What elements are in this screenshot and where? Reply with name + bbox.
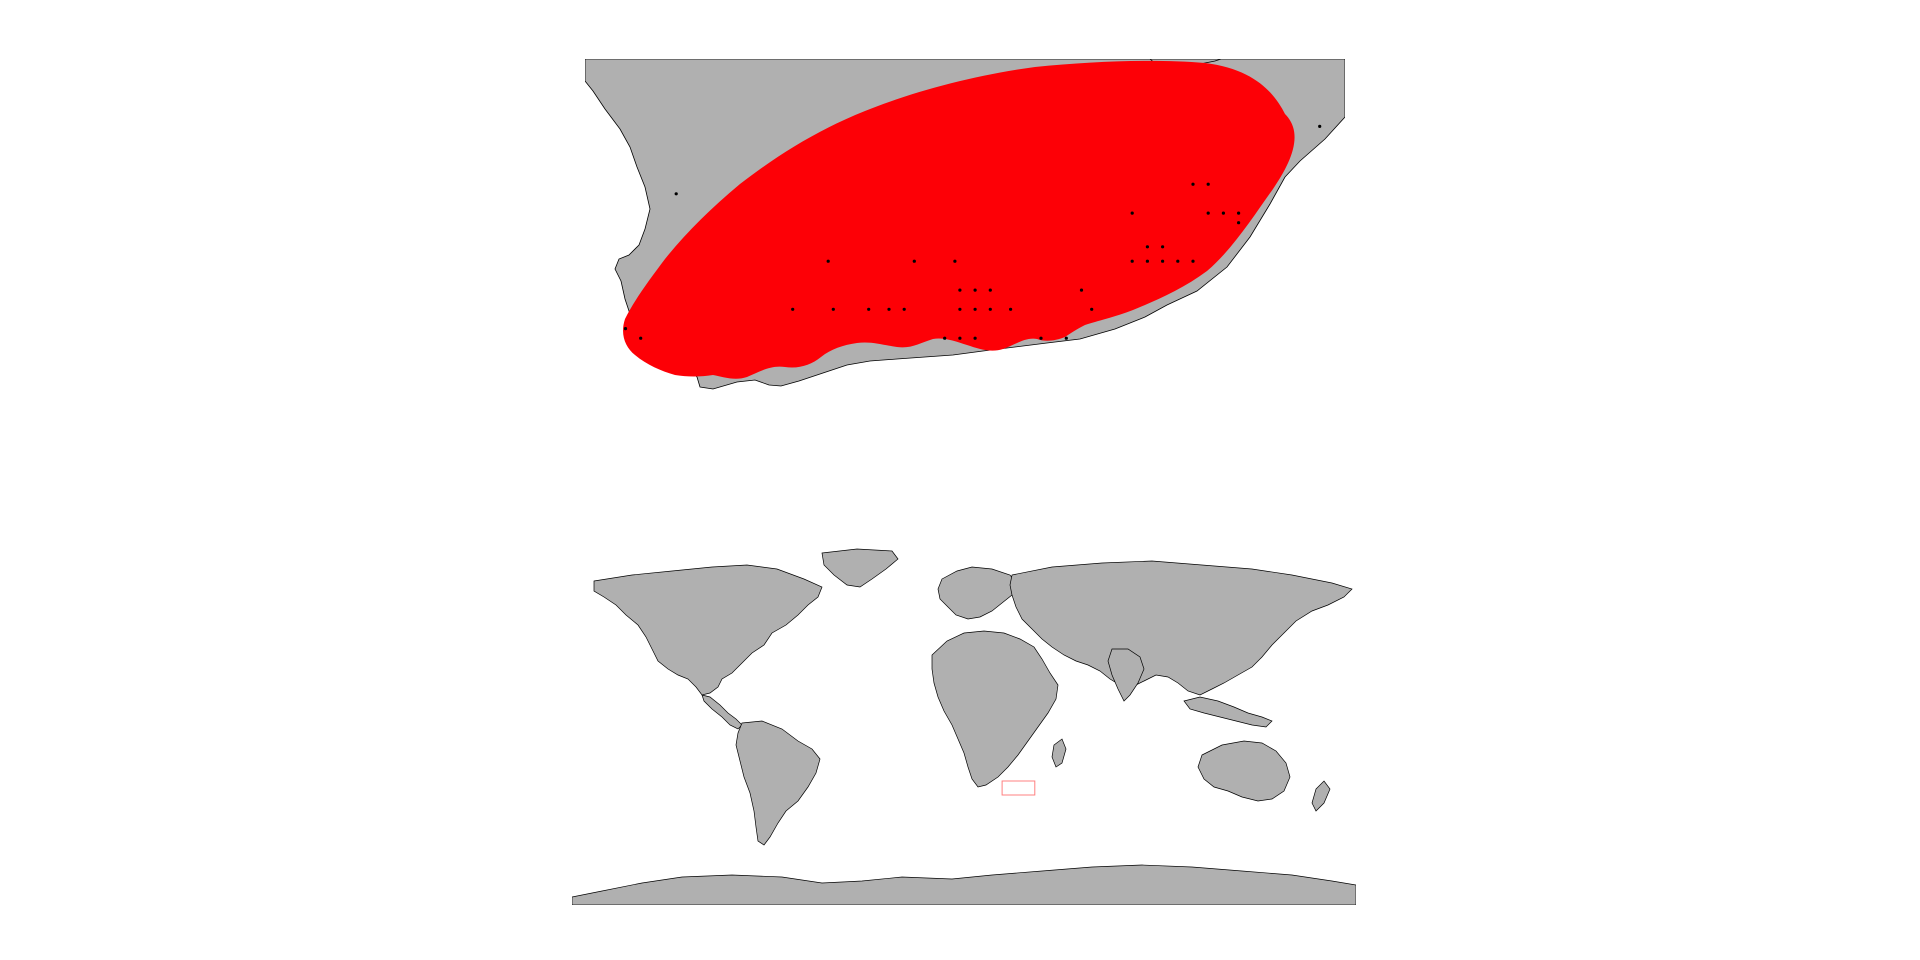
occurrence-point [912,259,916,263]
occurrence-point [867,307,871,311]
occurrence-point [1237,211,1241,215]
occurrence-point [1176,259,1180,263]
occurrence-point [1161,245,1165,249]
occurrence-point [674,192,678,196]
europe-landmass [937,566,1019,620]
occurrence-point [1191,259,1195,263]
detail-range-map [585,59,1345,396]
south-america-landmass [735,720,821,846]
detail-range-map-canvas [585,59,1345,390]
occurrence-point [958,307,962,311]
occurrence-point [1064,336,1068,340]
africa-landmass [931,630,1059,788]
australia-landmass [1197,740,1291,802]
detail-extent-box [1001,780,1036,796]
occurrence-point [1145,259,1149,263]
occurrence-point [1130,211,1134,215]
occurrence-point [988,288,992,292]
occurrence-point [623,327,628,331]
occurrence-point [973,288,977,292]
occurrence-point [1237,221,1241,225]
central-america-landmass [701,694,743,730]
occurrence-points [623,124,1322,340]
species-range-polygon [623,60,1295,379]
occurrence-point [973,307,977,311]
greenland-landmass [821,548,899,588]
madagascar-landmass [1051,738,1067,768]
occurrence-point [1039,336,1043,340]
occurrence-point [958,336,962,340]
occurrence-point [1221,211,1225,215]
new-zealand-landmass [1311,780,1331,812]
occurrence-point [1206,182,1210,186]
occurrence-point [887,307,891,311]
occurrence-point [953,259,957,263]
occurrence-point [1090,307,1094,311]
occurrence-point [1318,124,1322,128]
occurrence-point [1145,245,1149,249]
antarctica-landmass [572,864,1356,905]
world-overview-map [572,545,1356,905]
occurrence-point [902,307,906,311]
occurrence-point [791,307,795,311]
occurrence-point [1191,182,1195,186]
southeast-asia-islands [1183,696,1273,728]
occurrence-point [958,288,962,292]
occurrence-point [943,336,947,340]
occurrence-point [1079,288,1084,292]
occurrence-point [1009,307,1013,311]
occurrence-point [988,307,992,311]
occurrence-point [826,259,830,263]
occurrence-point [1161,259,1165,263]
world-overview-map-canvas [572,548,1356,905]
occurrence-point [639,336,643,340]
india-landmass [1107,648,1145,702]
occurrence-point [973,336,977,340]
north-america-landmass [593,564,823,696]
asia-landmass [1009,560,1353,696]
occurrence-point [1206,211,1210,215]
occurrence-point [831,307,835,311]
world-landmasses [572,548,1356,905]
occurrence-point [1130,259,1134,263]
